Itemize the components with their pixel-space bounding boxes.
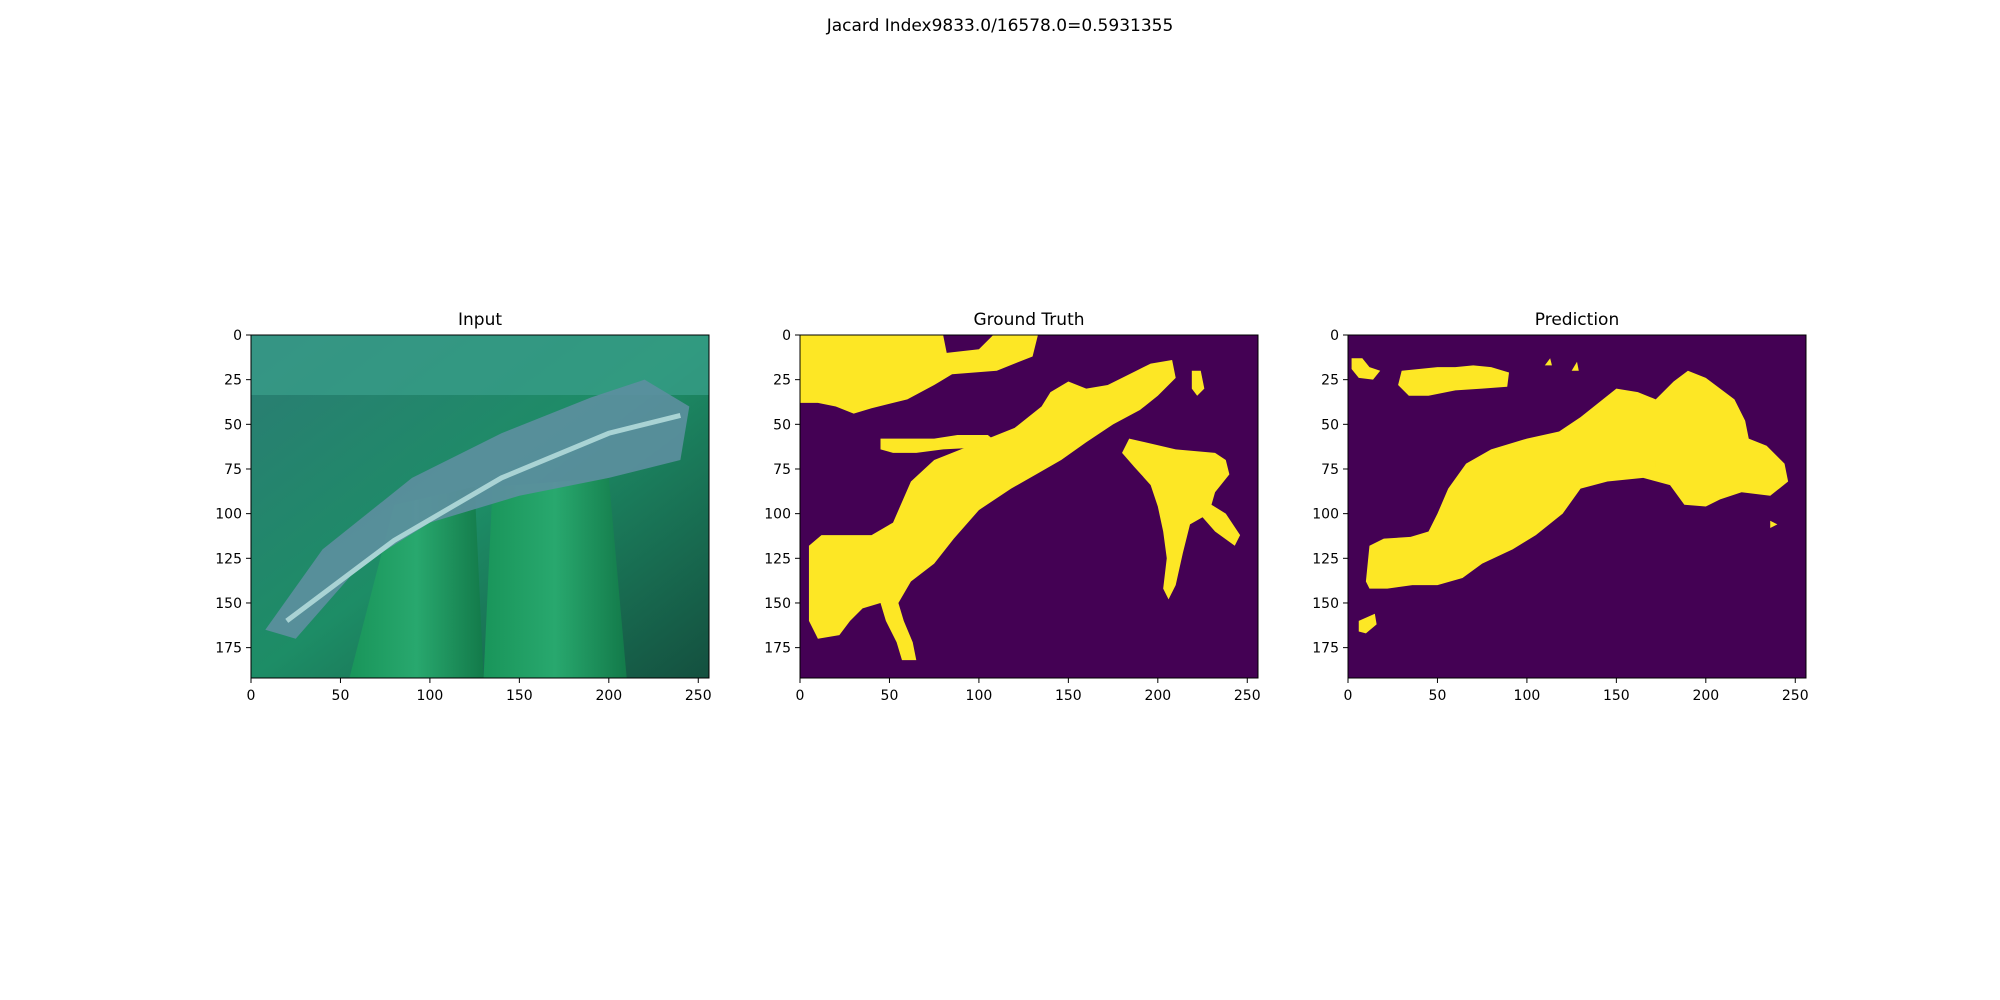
y-tick-label: 100 [764,507,791,523]
mask-region [1770,520,1778,528]
mask-region [1191,370,1205,396]
y-tick-label: 0 [1330,328,1339,344]
leaf-midrib [285,412,681,623]
x-tick-label: 200 [1692,688,1719,704]
ground-truth-panel: Ground Truth 0 50 100 150 200 250 0 25 50 75 100 125… [764,310,1260,704]
y-tick-label: 0 [233,328,242,344]
panel-title: Prediction [1535,310,1619,330]
y-tick-label: 75 [773,462,791,478]
x-tick-label: 250 [1234,688,1261,704]
mask-region [880,435,997,453]
leaf-blade-left [349,486,484,678]
figure-suptitle: Jacard Index9833.0/16578.0=0.5931355 [826,16,1174,36]
x-tick-label: 0 [1344,688,1353,704]
mask-region [1544,358,1552,366]
prediction-panel: Prediction 0 50 100 150 200 250 0 25 50 75 100 125 15… [1312,310,1808,704]
y-tick-label: 150 [1312,596,1339,612]
y-tick-label: 150 [764,596,791,612]
y-tick-label: 100 [1312,507,1339,523]
y-tick-label: 50 [773,417,791,433]
y-tick-label: 125 [764,551,791,567]
y-tick-label: 75 [1321,462,1339,478]
leaf-blade-right [483,477,627,678]
y-tick-label: 175 [215,641,242,657]
panel-title: Input [458,310,502,330]
y-tick-label: 25 [1321,373,1339,389]
y-tick-label: 0 [782,328,791,344]
x-tick-label: 100 [1514,688,1541,704]
mask-region [800,335,1038,414]
y-tick-label: 100 [215,507,242,523]
mask-region [1365,370,1789,589]
mask-region [1351,358,1381,380]
y-tick-label: 150 [215,596,242,612]
x-tick-label: 200 [1144,688,1171,704]
axes-frame [799,334,1259,679]
y-tick-label: 50 [1321,417,1339,433]
y-tick-label: 25 [773,373,791,389]
x-tick-label: 150 [1055,688,1082,704]
x-tick-label: 250 [1782,688,1809,704]
x-tick-label: 100 [417,688,444,704]
mask-region [1122,438,1241,600]
panel-title: Ground Truth [973,310,1084,330]
x-tick-label: 250 [685,688,712,704]
y-tick-label: 125 [215,551,242,567]
y-tick-label: 50 [224,417,242,433]
mask-region [1571,361,1579,371]
mask-region [808,360,1176,661]
x-tick-label: 150 [1603,688,1630,704]
y-tick-label: 175 [764,641,791,657]
x-tick-label: 100 [966,688,993,704]
axes-frame [250,334,710,679]
x-tick-label: 50 [332,688,350,704]
y-tick-label: 125 [1312,551,1339,567]
x-tick-label: 0 [247,688,256,704]
axes-frame [1347,334,1807,679]
x-tick-label: 50 [881,688,899,704]
x-tick-label: 50 [1429,688,1447,704]
mask-region [1648,460,1656,468]
x-tick-label: 150 [506,688,533,704]
y-tick-label: 25 [224,373,242,389]
x-tick-label: 200 [595,688,622,704]
y-tick-label: 75 [224,462,242,478]
input-panel: Input 0 50 100 150 200 250 0 25 50 75 100 125 150 175 [215,310,711,704]
mask-region [1358,613,1377,634]
mask-region [1398,365,1510,396]
x-tick-label: 0 [796,688,805,704]
y-tick-label: 175 [1312,641,1339,657]
